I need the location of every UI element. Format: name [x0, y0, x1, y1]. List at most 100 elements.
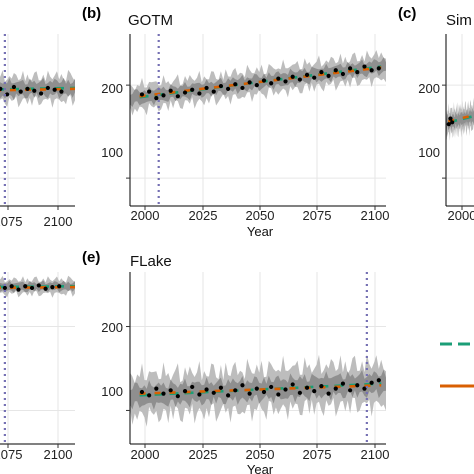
panel-a-point-12 [59, 89, 64, 94]
panel-d-point-9 [43, 286, 48, 291]
panel-e-point-33 [376, 378, 381, 383]
panel-b-point-7 [190, 87, 195, 92]
panel-e-x-tick-0: 2000 [131, 447, 160, 462]
panel-e-point-12 [225, 393, 231, 398]
panel-b-point-19 [276, 76, 281, 81]
panel-e-point-4 [168, 388, 173, 393]
panel-c-point-1 [448, 116, 453, 121]
panel-e-point-1 [147, 393, 152, 398]
panel-d-point-11 [57, 284, 62, 289]
panel-a: 2075 2100 [0, 34, 75, 229]
panel-e-point-21 [290, 382, 295, 387]
panel-e-y-tick-0: 100 [101, 384, 123, 399]
panel-b-trend-orange [139, 66, 382, 98]
panel-b-point-18 [269, 81, 274, 86]
panel-b-point-25 [319, 70, 324, 75]
panel-d-point-8 [36, 283, 41, 288]
panel-b-inner [130, 34, 386, 206]
panel-e-point-11 [218, 385, 224, 390]
panel-e-point-18 [269, 384, 274, 390]
panel-c-plot [442, 34, 474, 210]
panel-e-point-6 [182, 389, 188, 394]
panel-e-letter: (e) [82, 249, 100, 266]
panel-e-x-tick-4: 2100 [361, 447, 390, 462]
panel-b-point-17 [261, 78, 267, 83]
panel-a-point-6 [18, 89, 23, 94]
panel-b-point-29 [348, 66, 353, 71]
panel-d-plot [0, 272, 75, 448]
panel-b-point-28 [340, 71, 346, 77]
panel-e-point-22 [297, 390, 302, 395]
panel-e-point-23 [304, 385, 310, 390]
panel-e: (e) FLake 100 200 2000 2025 2050 2075 21… [82, 249, 389, 474]
panel-a-point-9 [38, 91, 44, 96]
panel-e-point-5 [175, 394, 180, 399]
panel-e-point-31 [362, 386, 367, 391]
panel-e-point-19 [276, 392, 281, 397]
panel-e-x-tick-2: 2050 [246, 447, 275, 462]
panel-a-x-tick-0: 2075 [0, 214, 22, 229]
panel-c-letter: (c) [398, 5, 416, 22]
panel-e-title: FLake [130, 253, 172, 270]
panel-a-plot [0, 34, 75, 210]
panel-c-y-tick-1: 200 [418, 81, 440, 96]
panel-d-x-tick-0: 2075 [0, 447, 22, 462]
panel-d-point-7 [29, 285, 35, 291]
panel-e-point-10 [211, 390, 216, 395]
panel-b-point-1 [147, 89, 152, 94]
panel-b-title: GOTM [128, 12, 173, 29]
panel-b-point-13 [233, 82, 238, 87]
panel-b-point-22 [297, 77, 302, 82]
panel-e-point-29 [348, 388, 353, 393]
panel-e-point-26 [326, 391, 331, 396]
legend [440, 342, 474, 388]
panel-e-point-20 [283, 387, 288, 392]
panel-e-point-17 [261, 389, 267, 395]
panel-c-title: Sim [446, 12, 472, 29]
panel-e-point-7 [190, 384, 195, 390]
panel-b-point-2 [154, 96, 159, 101]
panel-e-point-14 [240, 383, 245, 388]
panel-b-x-tick-0: 2000 [131, 208, 160, 223]
panel-b-x-tick-1: 2025 [189, 208, 218, 223]
panel-e-point-28 [340, 381, 346, 386]
panel-e-point-32 [369, 380, 374, 385]
panel-b-plot [126, 34, 386, 210]
panel-c-x-tick-0: 2000 [448, 208, 474, 223]
panel-d-inner [0, 272, 75, 444]
panel-b-letter: (b) [82, 5, 101, 22]
panel-e-x-tick-3: 2075 [303, 447, 332, 462]
panel-b-point-5 [175, 94, 180, 99]
panel-b-point-21 [290, 74, 295, 79]
panel-b-point-33 [376, 66, 381, 71]
panel-d-point-3 [2, 285, 7, 291]
panel-e-point-3 [161, 391, 166, 396]
panel-a-point-8 [32, 88, 37, 93]
panel-b-point-20 [283, 79, 288, 84]
panel-a-point-7 [25, 86, 30, 91]
panel-b-point-24 [312, 75, 317, 80]
panel-a-point-4 [5, 92, 10, 97]
panel-b-point-0 [139, 92, 145, 97]
panel-e-x-axis-title: Year [247, 462, 274, 474]
panel-b-point-9 [204, 85, 209, 91]
panel-b-point-32 [369, 68, 374, 73]
panel-e-point-24 [312, 389, 317, 394]
panel-b-point-12 [225, 86, 231, 91]
panel-d-point-5 [16, 287, 21, 292]
panel-e-point-16 [254, 386, 259, 391]
panel-b-x-axis-title: Year [247, 224, 274, 239]
panel-b: (b) GOTM 100 200 2000 2025 2050 2075 210… [82, 5, 389, 239]
panel-e-point-0 [139, 389, 145, 395]
panel-b-x-tick-4: 2100 [361, 208, 390, 223]
panel-c-ribbon-inner [446, 107, 474, 132]
panel-a-inner [0, 34, 75, 206]
panel-b-point-6 [182, 90, 188, 95]
panel-c-point-0 [446, 122, 451, 127]
panel-b-point-23 [304, 72, 310, 78]
panel-d-point-10 [50, 285, 55, 290]
panel-b-point-3 [161, 93, 166, 98]
panel-b-point-4 [168, 88, 173, 93]
panel-b-point-11 [218, 83, 224, 89]
